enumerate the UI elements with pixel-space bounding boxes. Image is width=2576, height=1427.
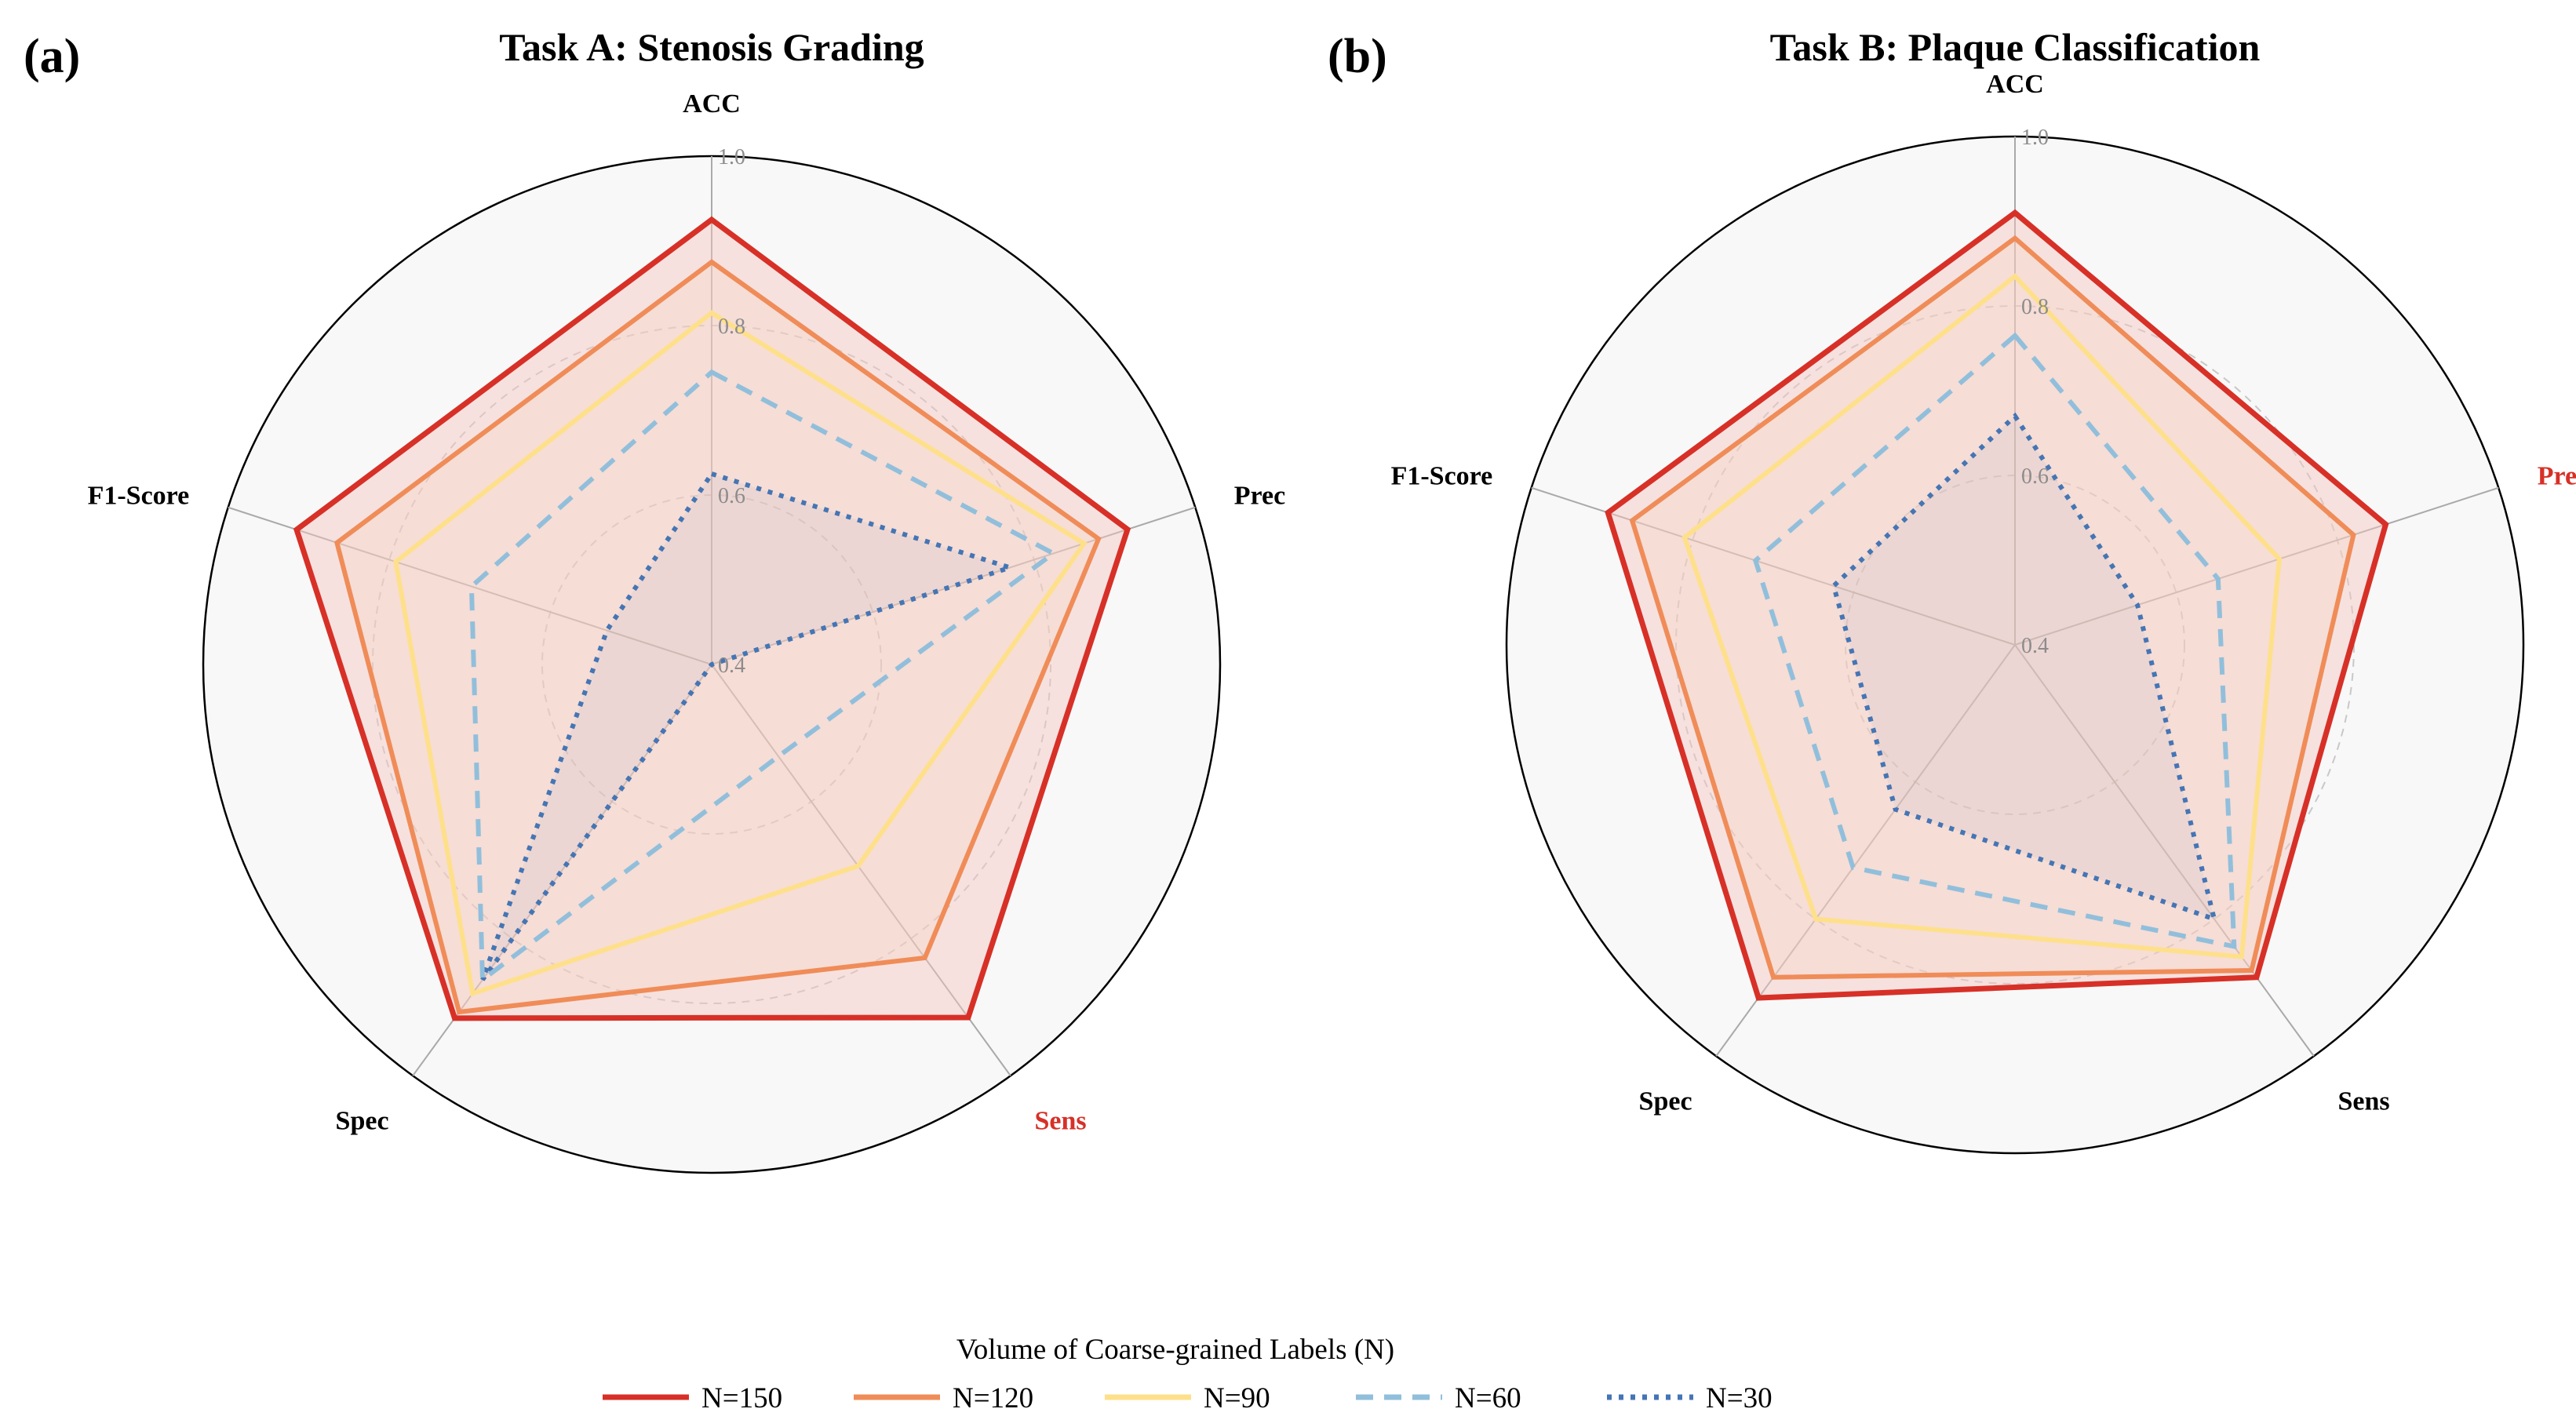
radial-tick-label: 0.8: [2021, 295, 2049, 319]
axis-label-sens: Sens: [2337, 1087, 2389, 1116]
series-line-n-120: [1629, 235, 2356, 980]
axis-label-f1-score: F1-Score: [1391, 462, 1493, 491]
radial-tick-label: 0.6: [2021, 464, 2049, 489]
radar-chart-b: 0.4 0.6 0.8 1.0 ACC Prec Sens Spec F1-Score: [1391, 70, 2576, 1155]
axis-label-f1-score: F1-Score: [88, 482, 190, 511]
radar-spoke-sens: [711, 664, 1011, 1076]
radar-spoke-f1-score: [228, 506, 712, 665]
radar-spoke-f1-score: [1531, 486, 2016, 646]
series-line-n-90: [393, 310, 1088, 997]
radar-spoke-sens: [2014, 644, 2315, 1057]
series-line-n-150: [1605, 209, 2389, 1001]
axis-label-spec: Spec: [336, 1106, 389, 1135]
panel-letter-a: (a): [24, 30, 80, 83]
series-line-n-150: [293, 216, 1131, 1021]
series-fill-n-30: [482, 474, 1011, 980]
series-fill-n-30: [1833, 416, 2214, 919]
legend-label: N=60: [1455, 1382, 1521, 1414]
radar-spoke-spec: [1715, 644, 2016, 1057]
panel-title-b: Task B: Plaque Classification: [1770, 25, 2261, 69]
radial-tick-label: 1.0: [718, 145, 745, 169]
panel-letter-b: (b): [1328, 30, 1387, 83]
series-fill-n-120: [337, 262, 1099, 1012]
series-line-n-90: [1682, 273, 2283, 959]
series-line-n-60: [468, 369, 1058, 985]
legend-label: N=30: [1706, 1382, 1773, 1414]
series-fill-n-120: [1632, 238, 2354, 977]
legend-item-n-120: N=120: [854, 1382, 1033, 1414]
radial-tick-label: 0.6: [718, 484, 745, 508]
radar-spoke-prec: [711, 506, 1196, 665]
series-line-n-60: [1752, 332, 2237, 950]
legend-item-n-150: N=150: [603, 1382, 782, 1414]
legend-label: N=150: [701, 1382, 782, 1414]
legend-item-n-60: N=60: [1356, 1382, 1521, 1414]
legend-item-n-30: N=30: [1607, 1382, 1773, 1414]
legend: Volume of Coarse-grained Labels (N) N=15…: [603, 1334, 1773, 1414]
legend-label: N=120: [953, 1382, 1033, 1414]
radar-spoke-prec: [2014, 486, 2499, 646]
legend-label: N=90: [1204, 1382, 1270, 1414]
series-fill-n-150: [1608, 213, 2386, 998]
radial-tick-label: 0.4: [2021, 634, 2049, 658]
legend-title: Volume of Coarse-grained Labels (N): [956, 1334, 1394, 1366]
axis-label-acc: ACC: [1986, 70, 2044, 99]
axis-label-spec: Spec: [1639, 1087, 1692, 1116]
axis-label-prec: Prec: [1234, 482, 1285, 511]
legend-item-n-90: N=90: [1105, 1382, 1270, 1414]
panel-b: (b) Task B: Plaque Classification 0.4 0.6…: [1328, 25, 2576, 1155]
panel-title-a: Task A: Stenosis Grading: [499, 25, 924, 69]
radial-tick-label: 0.8: [718, 315, 745, 339]
radial-tick-label: 1.0: [2021, 126, 2049, 150]
legend-items: N=150 N=120 N=90 N=60 N=30: [603, 1382, 1773, 1414]
axis-label-sens: Sens: [1034, 1106, 1086, 1135]
series-line-n-30: [480, 471, 1018, 981]
axis-label-acc: ACC: [683, 89, 741, 118]
series-line-n-120: [333, 259, 1102, 1015]
panel-a: (a) Task A: Stenosis Grading 0.4 0.6 0.8 1.…: [24, 25, 1285, 1174]
axis-label-prec: Prec: [2538, 462, 2576, 491]
radial-tick-label: 0.4: [718, 653, 745, 678]
radar-chart-a: 0.4 0.6 0.8 1.0 ACC Prec Sens Spec F1-Score: [88, 89, 1285, 1174]
